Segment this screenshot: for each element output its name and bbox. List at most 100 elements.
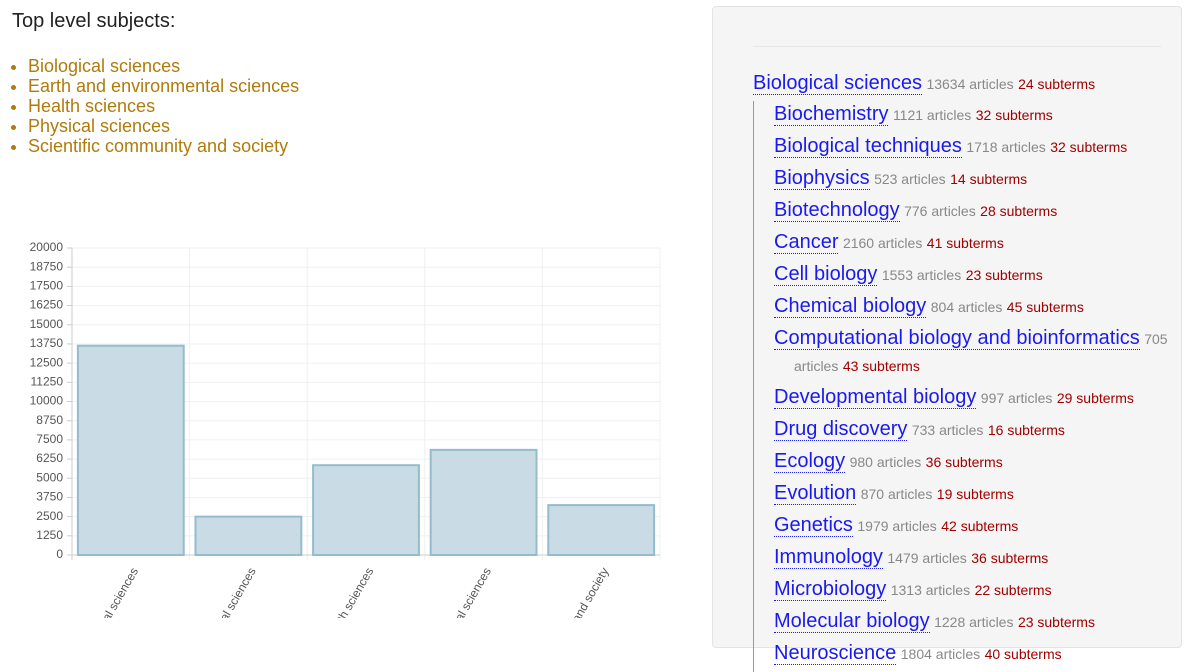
tree-root: Biological sciences 13634 articles 24 su…	[753, 72, 1095, 95]
subterm-count[interactable]: 22 subterms	[974, 582, 1052, 598]
y-tick-label: 2500	[36, 509, 63, 523]
y-tick-label: 11250	[31, 374, 64, 388]
chart: 0 1250 2500 3750 5000 6250 7500 8750 10000 11250 1…	[30, 240, 661, 618]
article-count: 997 articles	[980, 390, 1053, 406]
bar	[547, 504, 656, 556]
subterm-count[interactable]: 43 subterms	[842, 358, 920, 374]
term-link[interactable]: Biological techniques	[774, 135, 962, 158]
child-entry: Immunology 1479 articles 36 subterms	[774, 544, 1174, 572]
bar	[429, 448, 538, 557]
subterm-count[interactable]: 24 subterms	[1018, 76, 1096, 92]
term-link[interactable]: Genetics	[774, 514, 853, 537]
subject-link[interactable]: Physical sciences	[28, 116, 299, 136]
subject-link[interactable]: Earth and environmental sciences	[28, 76, 299, 96]
y-tick-label: 5000	[36, 470, 63, 484]
y-tick-label: 12500	[30, 355, 64, 369]
subterm-count[interactable]: 14 subterms	[950, 171, 1028, 187]
article-count: 1718 articles	[966, 139, 1046, 155]
article-count: 1979 articles	[857, 518, 937, 534]
heading: Top level subjects:	[12, 10, 176, 32]
subterm-count[interactable]: 28 subterms	[980, 203, 1058, 219]
article-count: 13634 articles	[926, 76, 1014, 92]
child-entry: Biological techniques 1718 articles 32 s…	[774, 133, 1174, 161]
term-link[interactable]: Molecular biology	[774, 610, 930, 633]
subterm-count[interactable]: 16 subterms	[987, 422, 1065, 438]
child-entry: Chemical biology 804 articles 45 subterm…	[774, 293, 1174, 321]
child-entry: Molecular biology 1228 articles 23 subte…	[774, 608, 1174, 636]
term-link[interactable]: Biochemistry	[774, 103, 889, 126]
subject-list: Biological sciencesEarth and environment…	[28, 56, 299, 156]
y-tick-label: 17500	[30, 279, 64, 293]
term-link[interactable]: Computational biology and bioinformatics	[774, 327, 1140, 350]
y-tick-label: 18750	[30, 259, 64, 273]
child-entry: Biophysics 523 articles 14 subterms	[774, 165, 1174, 193]
term-link[interactable]: Biophysics	[774, 167, 870, 190]
x-tick-label: Health sciences	[322, 565, 376, 618]
article-count: 804 articles	[930, 299, 1003, 315]
article-count: 1313 articles	[890, 582, 971, 598]
subterm-count[interactable]: 40 subterms	[984, 646, 1062, 662]
term-link[interactable]: Microbiology	[774, 578, 887, 601]
article-count: 733 articles	[911, 422, 984, 438]
child-entry: Cancer 2160 articles 41 subterms	[774, 229, 1174, 257]
child-entry: Developmental biology 997 articles 29 su…	[774, 384, 1174, 412]
tree-children: Biochemistry 1121 articles 32 subterms Bi…	[753, 101, 1174, 672]
subterm-count[interactable]: 19 subterms	[936, 486, 1014, 502]
y-tick-label: 20000	[30, 240, 64, 254]
child-entry: Drug discovery 733 articles 16 subterms	[774, 416, 1174, 444]
child-entry: Biochemistry 1121 articles 32 subterms	[774, 101, 1174, 129]
subject-link[interactable]: Biological sciences	[28, 56, 299, 76]
y-tick-label: 8750	[36, 413, 63, 427]
term-link[interactable]: Neuroscience	[774, 642, 897, 665]
y-tick-label: 16250	[30, 298, 64, 312]
article-count: 1804 articles	[900, 646, 981, 662]
term-link[interactable]: Cancer	[774, 231, 839, 254]
bar	[76, 344, 185, 557]
term-link[interactable]: Chemical biology	[774, 295, 927, 318]
subject-link[interactable]: Scientific community and society	[28, 136, 299, 156]
article-count: 1228 articles	[934, 614, 1014, 630]
bar	[194, 515, 303, 556]
term-link[interactable]: Biological sciences	[753, 72, 922, 95]
term-link[interactable]: Ecology	[774, 450, 846, 473]
child-entry: Evolution 870 articles 19 subterms	[774, 480, 1174, 508]
article-count: 980 articles	[849, 454, 922, 470]
subject-link[interactable]: Health sciences	[28, 96, 299, 116]
y-tick-label: 0	[56, 547, 63, 561]
subterm-count[interactable]: 36 subterms	[971, 550, 1049, 566]
term-link[interactable]: Developmental biology	[774, 386, 977, 409]
y-tick-label: 3750	[36, 490, 63, 504]
article-count: 1553 articles	[881, 267, 962, 283]
article-count: 523 articles	[874, 171, 946, 187]
x-tick-label: Scientific community and society	[513, 565, 612, 618]
subterm-count[interactable]: 45 subterms	[1006, 299, 1084, 315]
term-link[interactable]: Biotechnology	[774, 199, 900, 222]
subterm-count[interactable]: 32 subterms	[1050, 139, 1128, 155]
subterm-count[interactable]: 29 subterms	[1056, 390, 1134, 406]
subterm-count[interactable]: 41 subterms	[926, 235, 1004, 251]
subterm-count[interactable]: 23 subterms	[1017, 614, 1095, 630]
x-tick-label: Physical sciences	[434, 565, 493, 618]
subterm-count[interactable]: 36 subterms	[925, 454, 1003, 470]
term-link[interactable]: Evolution	[774, 482, 857, 505]
term-link[interactable]: Cell biology	[774, 263, 878, 286]
subterm-count[interactable]: 23 subterms	[965, 267, 1043, 283]
y-tick-label: 7500	[36, 432, 63, 446]
article-count: 1479 articles	[887, 550, 967, 566]
article-count: 870 articles	[860, 486, 933, 502]
x-tick-label: Earth and environmental sciences	[156, 565, 259, 618]
y-tick-label: 13750	[30, 336, 64, 350]
y-tick-label: 1250	[36, 528, 63, 542]
term-link[interactable]: Drug discovery	[774, 418, 908, 441]
child-entry: Computational biology and bioinformatics…	[774, 325, 1174, 380]
article-count: 2160 articles	[842, 235, 923, 251]
x-tick-label: Biological sciences	[78, 565, 141, 618]
side-panel: Biological sciences 13634 articles 24 su…	[712, 6, 1182, 672]
term-link[interactable]: Immunology	[774, 546, 883, 569]
article-count: 705 articles	[794, 331, 1168, 374]
subterm-count[interactable]: 42 subterms	[941, 518, 1019, 534]
bar	[312, 464, 420, 557]
child-entry: Biotechnology 776 articles 28 subterms	[774, 197, 1174, 225]
subterm-count[interactable]: 32 subterms	[975, 107, 1053, 123]
divider	[753, 46, 1161, 47]
